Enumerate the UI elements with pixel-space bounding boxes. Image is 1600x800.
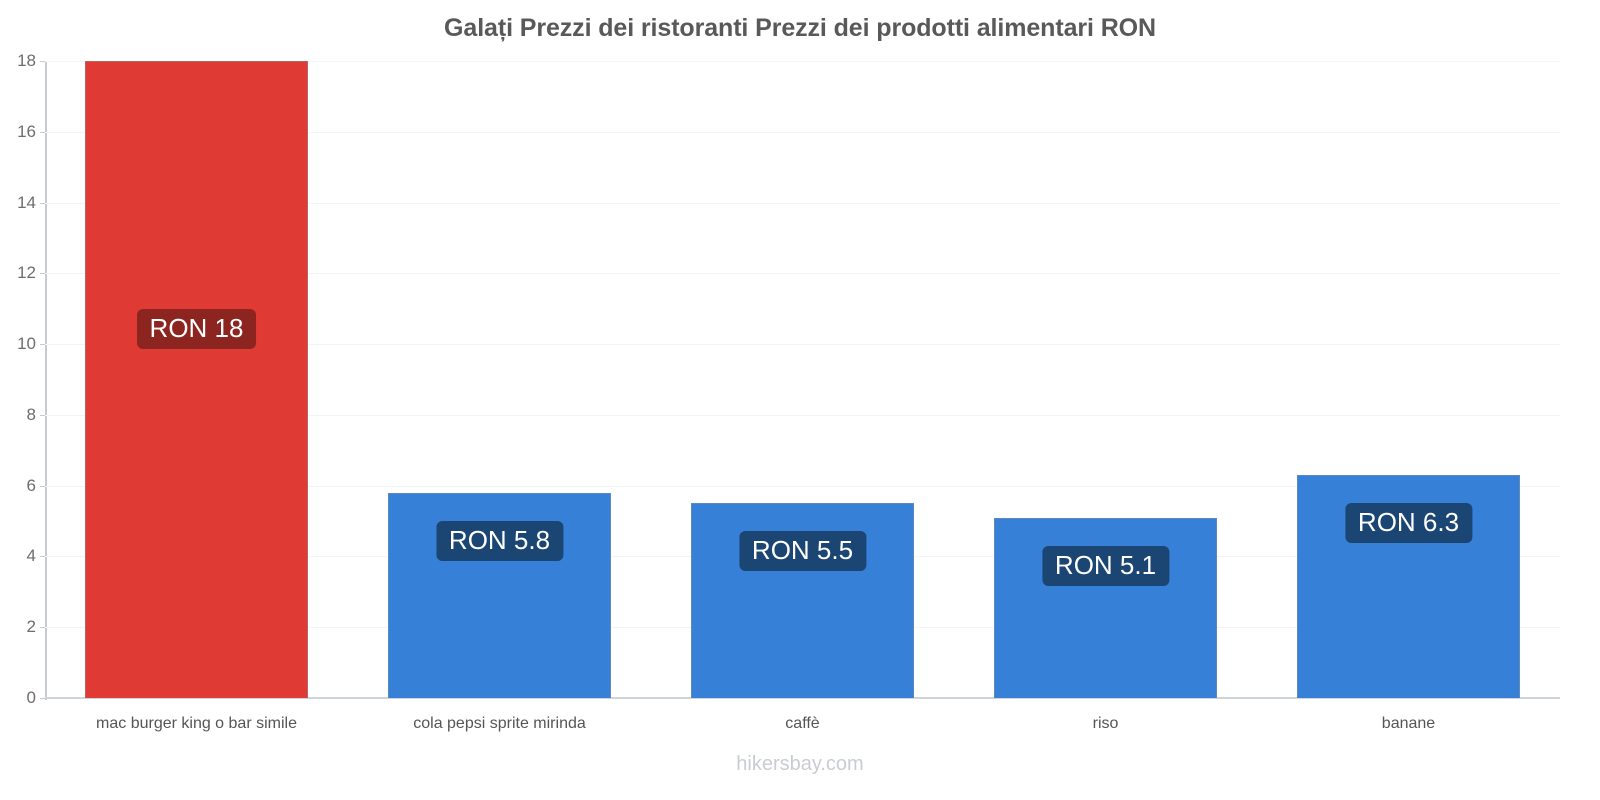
y-axis-tick-label: 8	[26, 404, 36, 424]
bar-value-label: RON 6.3	[1344, 503, 1473, 544]
y-axis-tick-label: 4	[26, 546, 36, 566]
y-axis-tick-label: 18	[17, 51, 36, 70]
y-axis-tick-label: 12	[17, 263, 36, 283]
x-axis-tick-label: mac burger king o bar simile	[96, 715, 297, 732]
y-axis-tick-label: 6	[26, 475, 36, 495]
bar-value-label: RON 18	[136, 308, 257, 349]
page-title: Galați Prezzi dei ristoranti Prezzi dei …	[444, 14, 1156, 42]
bar-value-label: RON 5.1	[1041, 545, 1170, 586]
gridline	[45, 273, 1560, 275]
axis-baseline	[45, 697, 1560, 699]
y-axis-tick-label: 0	[26, 688, 36, 707]
gridline	[45, 344, 1560, 346]
y-axis-tick-label: 10	[17, 334, 36, 354]
watermark-label: hikersbay.com	[736, 753, 864, 775]
gridline	[45, 131, 1560, 133]
x-axis-tick-label: banane	[1381, 715, 1436, 732]
bar-value-label: RON 5.5	[738, 531, 867, 572]
plot-area: RON 18 RON 5.8 RON 5.5 RON 5.1 RON 6.3	[45, 61, 1560, 699]
bar-value-label: RON 5.8	[435, 520, 564, 561]
bar[interactable]	[691, 503, 914, 698]
x-axis-tick-label: riso	[1092, 715, 1119, 732]
x-axis-tick-label: cola pepsi sprite mirinda	[413, 715, 586, 732]
y-axis-tick-label: 2	[26, 617, 36, 637]
y-axis-tick-label: 14	[17, 192, 36, 212]
gridline	[45, 414, 1560, 416]
gridline	[45, 485, 1560, 487]
y-axis-tick-label: 16	[17, 121, 36, 141]
bar[interactable]	[85, 61, 308, 698]
gridline	[45, 202, 1560, 204]
gridline	[45, 61, 1560, 62]
y-axis-line	[45, 61, 47, 700]
x-axis-tick-label: caffè	[785, 715, 820, 732]
